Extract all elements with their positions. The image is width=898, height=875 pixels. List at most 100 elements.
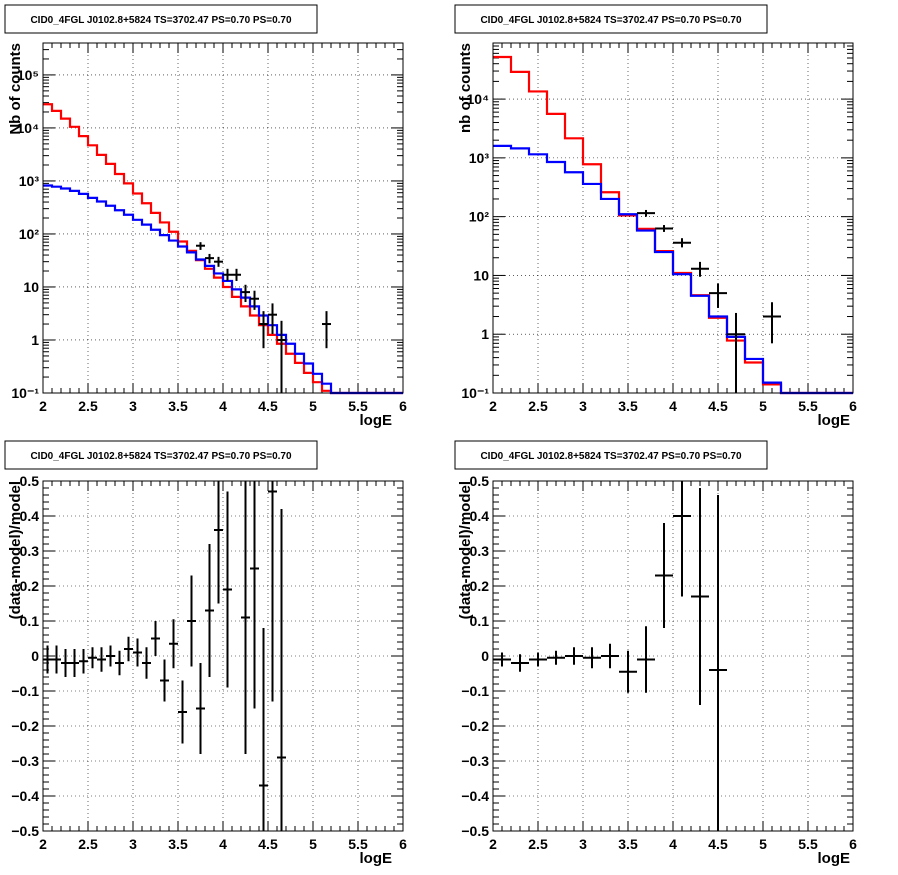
x-tick-label: 2 (39, 836, 47, 852)
residual-point (61, 649, 70, 677)
residual-point (124, 636, 133, 662)
x-tick-label: 3 (129, 836, 137, 852)
y-tick-label: 10⁻¹ (11, 385, 39, 401)
x-tick-label: 3 (579, 398, 587, 414)
y-tick-label: −0.2 (461, 718, 489, 734)
chart-panel-3: 2 2.5 3 3.5 4 4.5 5 5.5 6 −0.5 −0.4 −0.3 −0.2 −0.1 0 0.… (4, 440, 407, 867)
x-tick-label: 2 (489, 398, 497, 414)
x-axis-title: logE (818, 412, 851, 429)
plot-frame (492, 42, 854, 394)
residual-point (97, 647, 106, 672)
x-tick-label: 4.5 (258, 836, 278, 852)
y-tick-label: 10³ (19, 173, 40, 189)
x-tick-label: 2.5 (78, 836, 98, 852)
data-point (223, 268, 232, 281)
y-tick-label: 0.3 (470, 543, 490, 559)
chart-title: CID0_4FGL J0102.8+5824 TS=3702.47 PS=0.7… (480, 15, 742, 26)
chart-title: CID0_4FGL J0102.8+5824 TS=3702.47 PS=0.7… (30, 451, 292, 462)
x-tick-label: 4.5 (708, 836, 728, 852)
residual-point (142, 647, 151, 679)
residual-point (565, 647, 583, 665)
residual-point (250, 481, 259, 709)
x-tick-label: 3 (129, 398, 137, 414)
data-point (277, 320, 286, 393)
x-tick-label: 6 (399, 836, 407, 852)
chart-panel-2: 2 2.5 3 3.5 4 4.5 5 5.5 6 10⁻¹ 1 10 10² 10³ 10⁴ logE nb … (454, 4, 857, 429)
residual-point (547, 650, 565, 665)
y-tick-label: 10² (469, 209, 490, 225)
y-tick-label: 0.2 (20, 578, 40, 594)
x-tick-label: 4.5 (708, 398, 728, 414)
x-tick-label: 2.5 (78, 398, 98, 414)
data-point (727, 312, 745, 393)
chart-title: CID0_4FGL J0102.8+5824 TS=3702.47 PS=0.7… (480, 451, 742, 462)
residual-point (637, 626, 655, 693)
residual-point (277, 509, 286, 831)
y-axis-title: Nb of counts (7, 43, 24, 135)
residual-point (187, 575, 196, 667)
residual-point (196, 663, 205, 754)
data-point (655, 225, 673, 232)
residual-point (178, 680, 187, 744)
y-tick-label: 10² (19, 226, 40, 242)
chart-title-box (454, 4, 768, 34)
y-tick-label: −0.4 (461, 788, 489, 804)
y-tick-label: −0.4 (11, 788, 39, 804)
y-tick-label: −0.5 (461, 823, 489, 839)
residual-point (205, 544, 214, 677)
x-tick-label: 3.5 (618, 398, 638, 414)
x-tick-label: 5.5 (798, 398, 818, 414)
residual-point (214, 481, 223, 604)
residual-point (169, 619, 178, 669)
residual-point (151, 621, 160, 656)
y-tick-label: 10⁻¹ (461, 385, 489, 401)
residual-point (673, 481, 691, 597)
data-point (268, 303, 277, 334)
x-tick-label: 4.5 (258, 398, 278, 414)
data-point (196, 242, 205, 250)
chart-title-box (4, 440, 318, 470)
y-axis-title: (data-model)/model (457, 481, 474, 619)
y-tick-label: 0.1 (20, 613, 40, 629)
x-tick-label: 4 (669, 398, 677, 414)
residual-point (268, 481, 277, 702)
y-tick-label: 0 (481, 648, 489, 664)
residual-point (106, 645, 115, 667)
data-point (205, 253, 214, 264)
y-tick-label: −0.1 (11, 683, 39, 699)
x-tick-label: 6 (849, 398, 857, 414)
residual-point (511, 654, 529, 672)
y-tick-label: 1 (31, 332, 39, 348)
x-tick-label: 4 (669, 836, 677, 852)
data-point (259, 311, 268, 349)
chart-title-box (454, 440, 768, 470)
residual-point (691, 488, 709, 705)
data-point (241, 284, 250, 303)
x-tick-label: 3.5 (618, 836, 638, 852)
data-point (691, 261, 709, 277)
x-tick-label: 5 (759, 398, 767, 414)
residual-point (88, 647, 97, 669)
residual-point (601, 643, 619, 669)
x-tick-label: 2 (39, 398, 47, 414)
x-tick-label: 3.5 (168, 398, 188, 414)
y-tick-label: 0.2 (470, 578, 490, 594)
data-point (214, 256, 223, 267)
x-tick-label: 2.5 (528, 398, 548, 414)
x-tick-label: 6 (849, 836, 857, 852)
y-tick-label: −0.3 (461, 753, 489, 769)
y-axis-title: nb of counts (457, 43, 474, 133)
x-axis-title: logE (360, 412, 393, 429)
data-point (763, 302, 781, 344)
y-tick-label: 0.5 (470, 473, 490, 489)
residual-point (583, 647, 601, 669)
residual-point (160, 659, 169, 702)
x-tick-label: 5 (309, 836, 317, 852)
data-point (250, 290, 259, 310)
y-tick-label: −0.1 (461, 683, 489, 699)
residual-point (619, 650, 637, 693)
x-tick-label: 6 (399, 398, 407, 414)
x-tick-label: 5.5 (798, 836, 818, 852)
residual-point (43, 645, 52, 674)
